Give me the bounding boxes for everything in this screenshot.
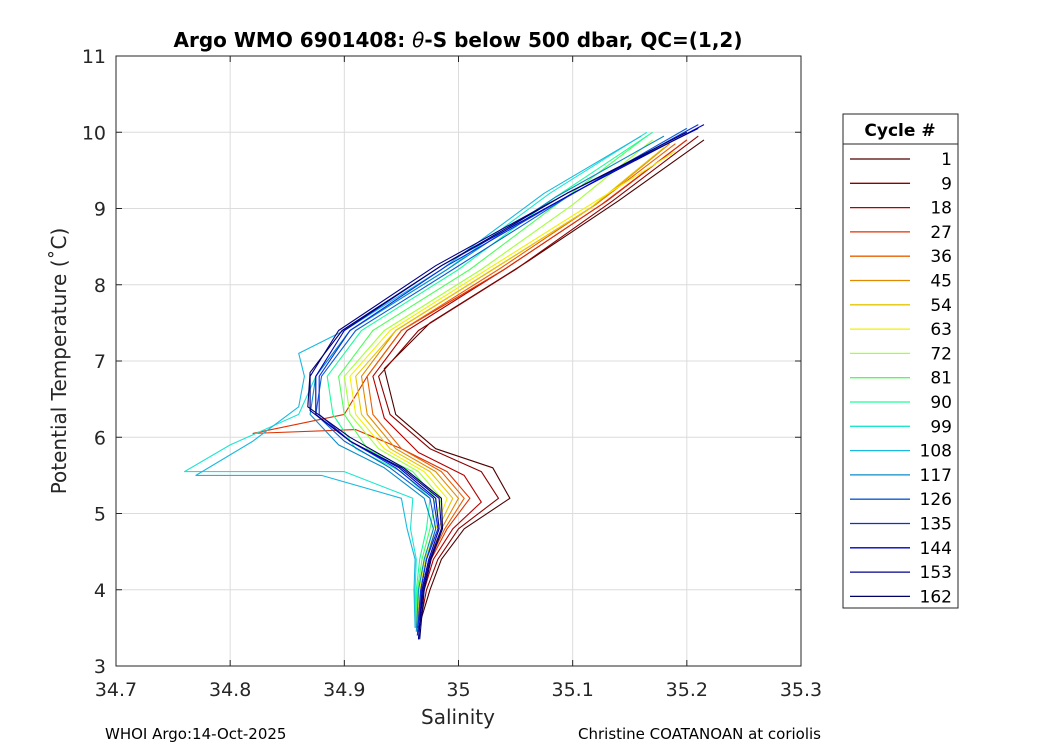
legend-label-126: 126: [920, 490, 952, 510]
legend-label-45: 45: [930, 272, 952, 292]
y-tick-label: 7: [94, 351, 106, 373]
legend-label-27: 27: [930, 223, 952, 243]
y-tick-label: 5: [94, 504, 106, 526]
legend-label-108: 108: [920, 442, 952, 462]
legend-label-117: 117: [920, 466, 952, 486]
series-line-cycle-27: [252, 139, 688, 629]
y-tick-label: 10: [82, 122, 106, 144]
legend-label-90: 90: [930, 393, 952, 413]
legend-label-153: 153: [920, 563, 952, 583]
series-line-cycle-9: [378, 135, 699, 632]
x-tick-label: 34.8: [209, 679, 251, 701]
legend-box: [842, 113, 959, 609]
x-axis-label: Salinity: [421, 705, 495, 729]
legend-label-99: 99: [930, 417, 952, 437]
legend-label-1: 1: [941, 150, 952, 170]
footer-author: Christine COATANOAN at coriolis: [578, 725, 821, 743]
y-tick-label: 4: [94, 580, 106, 602]
legend-label-36: 36: [930, 247, 952, 267]
legend-label-135: 135: [920, 515, 952, 535]
y-tick-label: 6: [94, 427, 106, 449]
series-line-cycle-90: [326, 131, 653, 628]
y-tick-label: 8: [94, 275, 106, 297]
axis-ticks: 34.7 34.8 34.9 35 35.1 35.2 35.3 3 4 5 6 7 8 9 10 11: [82, 46, 822, 701]
legend-label-63: 63: [930, 320, 952, 340]
x-tick-label: 35.2: [666, 679, 708, 701]
x-tick-label: 34.9: [323, 679, 365, 701]
legend-label-9: 9: [941, 174, 952, 194]
y-tick-label: 3: [94, 656, 106, 678]
legend-label-144: 144: [920, 539, 952, 559]
legend-label-18: 18: [930, 199, 952, 219]
x-tick-label: 35: [446, 679, 470, 701]
footer-source: WHOI Argo:14-Oct-2025: [105, 725, 287, 743]
x-tick-label: 34.7: [95, 679, 137, 701]
x-tick-label: 35.3: [780, 679, 822, 701]
y-tick-label: 11: [82, 46, 106, 68]
series-line-cycle-63: [349, 150, 676, 628]
series-line-cycle-117: [309, 135, 665, 632]
legend-title: Cycle #: [864, 121, 935, 141]
legend-label-54: 54: [930, 296, 952, 316]
y-tick-label: 9: [94, 199, 106, 221]
series-line-cycle-162: [307, 131, 688, 640]
legend-label-72: 72: [930, 344, 952, 364]
data-series: [183, 124, 705, 640]
legend: Cycle # 1 9 18 27 36 45 54 63 72 81 90 99 108 117 126 1…: [842, 113, 959, 609]
series-line-cycle-81: [338, 135, 648, 628]
legend-label-162: 162: [920, 587, 952, 607]
series-line-cycle-108: [195, 135, 642, 628]
chart-title: Argo WMO 6901408: θ-S below 500 dbar, QC…: [174, 28, 743, 52]
legend-label-81: 81: [930, 369, 952, 389]
x-tick-label: 35.1: [552, 679, 594, 701]
y-axis-label: Potential Temperature (˚C): [47, 228, 71, 495]
series-line-cycle-153: [309, 127, 699, 640]
